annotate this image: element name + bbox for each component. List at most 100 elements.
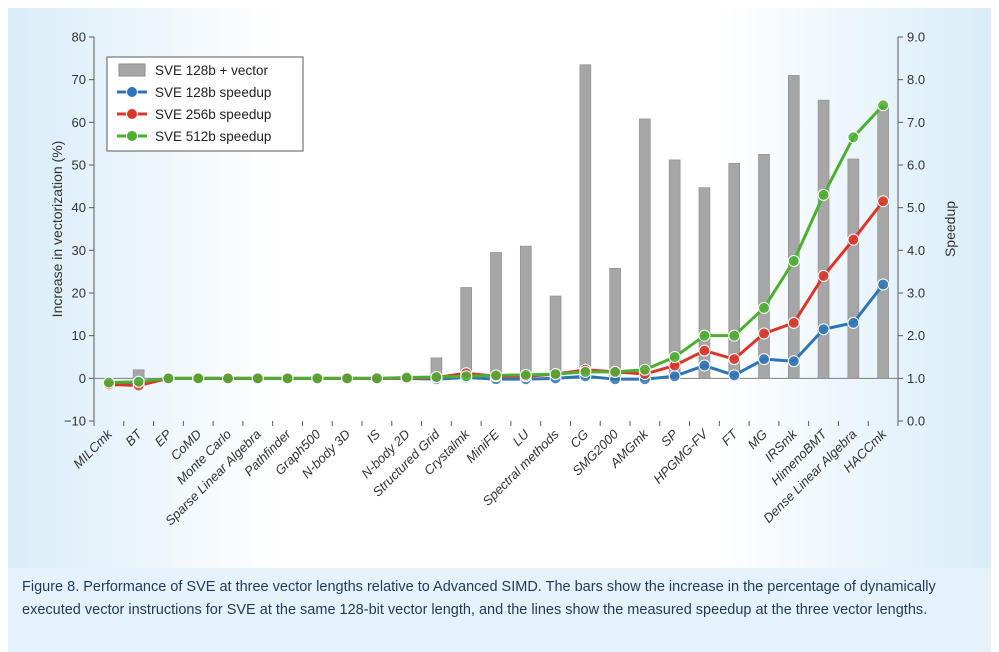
series-point <box>102 376 115 389</box>
left-tick-label: 20 <box>72 286 86 301</box>
series-point <box>698 344 711 357</box>
series-point <box>787 355 800 368</box>
legend-bar-swatch <box>118 63 146 77</box>
series-point <box>192 372 205 385</box>
right-tick-label: 4.0 <box>907 243 925 258</box>
series-point <box>728 329 741 342</box>
series-point <box>609 365 622 378</box>
left-tick-label: 10 <box>72 328 86 343</box>
right-axis-title: Speedup <box>942 201 958 257</box>
x-tick-label: FT <box>719 426 742 449</box>
series-point <box>847 131 860 144</box>
legend-label: SVE 256b speedup <box>155 107 271 122</box>
series-point <box>281 372 294 385</box>
right-tick-label: 0.0 <box>907 414 925 429</box>
legend-marker <box>126 86 138 98</box>
bar <box>609 267 621 379</box>
bar <box>847 158 860 379</box>
series-point <box>847 233 860 246</box>
bar <box>639 118 651 379</box>
series-point <box>370 372 383 385</box>
series-point <box>222 372 234 385</box>
bar <box>817 99 830 379</box>
series-point <box>311 372 324 385</box>
bar <box>758 154 770 379</box>
series-point <box>341 372 354 385</box>
series-point <box>758 327 770 340</box>
bar <box>698 187 711 379</box>
series-point <box>728 353 741 366</box>
legend-label: SVE 128b + vector <box>155 63 268 78</box>
chart: −10 0 10 20 30 40 50 60 70 80 0.0 1.0 2.0 3.0 4.0 5.0 6.… <box>49 30 958 529</box>
bars <box>132 64 889 379</box>
bar <box>460 287 473 379</box>
left-tick-label: 50 <box>72 158 86 173</box>
series-point <box>668 370 681 383</box>
x-tick-label: MiniFE <box>463 426 502 465</box>
series-point <box>758 353 770 366</box>
series-point <box>877 278 890 291</box>
legend-label: SVE 512b speedup <box>155 129 271 144</box>
series-point <box>460 370 473 383</box>
bar <box>668 159 681 379</box>
right-tick-label: 2.0 <box>907 328 925 343</box>
bar <box>787 75 800 379</box>
left-tick-label: 0 <box>79 371 86 386</box>
x-tick-label: EP <box>152 426 175 449</box>
lines <box>102 99 890 392</box>
left-tick-label: 70 <box>72 72 86 87</box>
legend-marker <box>126 108 138 120</box>
bar <box>519 245 532 379</box>
x-tick-label: BT <box>122 426 145 449</box>
series-point <box>787 316 800 329</box>
right-tick-label: 1.0 <box>907 371 925 386</box>
x-tick-label: SP <box>658 426 681 449</box>
left-tick-label: 80 <box>72 30 86 45</box>
bar <box>490 252 502 379</box>
caption-box <box>8 568 991 652</box>
left-tick-label: 60 <box>72 115 86 130</box>
series-point <box>132 375 145 388</box>
series-point <box>877 195 890 208</box>
series-point <box>490 369 502 382</box>
series-point <box>728 369 741 382</box>
right-tick-label: 6.0 <box>907 158 925 173</box>
legend-label: SVE 128b speedup <box>155 85 271 100</box>
series-point <box>698 359 711 372</box>
bar <box>549 295 562 379</box>
series-point <box>817 323 830 336</box>
series-point <box>668 351 681 363</box>
x-tick-label: MILCmk <box>70 425 116 471</box>
series-point <box>787 255 800 267</box>
axes: −10 0 10 20 30 40 50 60 70 80 0.0 1.0 2.0 3.0 4.0 5.0 6.… <box>49 30 958 429</box>
bar <box>877 105 889 379</box>
series-point <box>251 372 264 385</box>
series-point <box>817 188 830 201</box>
x-tick-label: IS <box>364 426 384 446</box>
series-point <box>698 329 711 342</box>
series-point <box>847 316 860 329</box>
series-point <box>400 371 413 384</box>
figure-caption: Figure 8. Performance of SVE at three ve… <box>22 579 936 618</box>
left-tick-label: −10 <box>64 414 86 429</box>
series-point <box>430 371 443 384</box>
series-point <box>579 365 592 378</box>
x-tick-label: LU <box>510 426 533 449</box>
x-tick-label: CG <box>567 427 591 451</box>
right-tick-label: 7.0 <box>907 115 925 130</box>
series-point <box>877 99 890 112</box>
series-point <box>519 368 532 381</box>
left-axis-title: Increase in vectorization (%) <box>49 141 65 318</box>
left-tick-label: 30 <box>72 243 86 258</box>
series-point <box>549 368 562 381</box>
series-point <box>638 363 651 376</box>
right-tick-label: 5.0 <box>907 200 925 215</box>
legend: SVE 128b + vector SVE 128b speedup SVE 256… <box>106 56 304 152</box>
right-tick-label: 9.0 <box>907 30 925 45</box>
bar <box>728 162 741 379</box>
series-point <box>162 372 175 385</box>
series-point <box>758 301 770 314</box>
legend-marker <box>126 130 138 142</box>
